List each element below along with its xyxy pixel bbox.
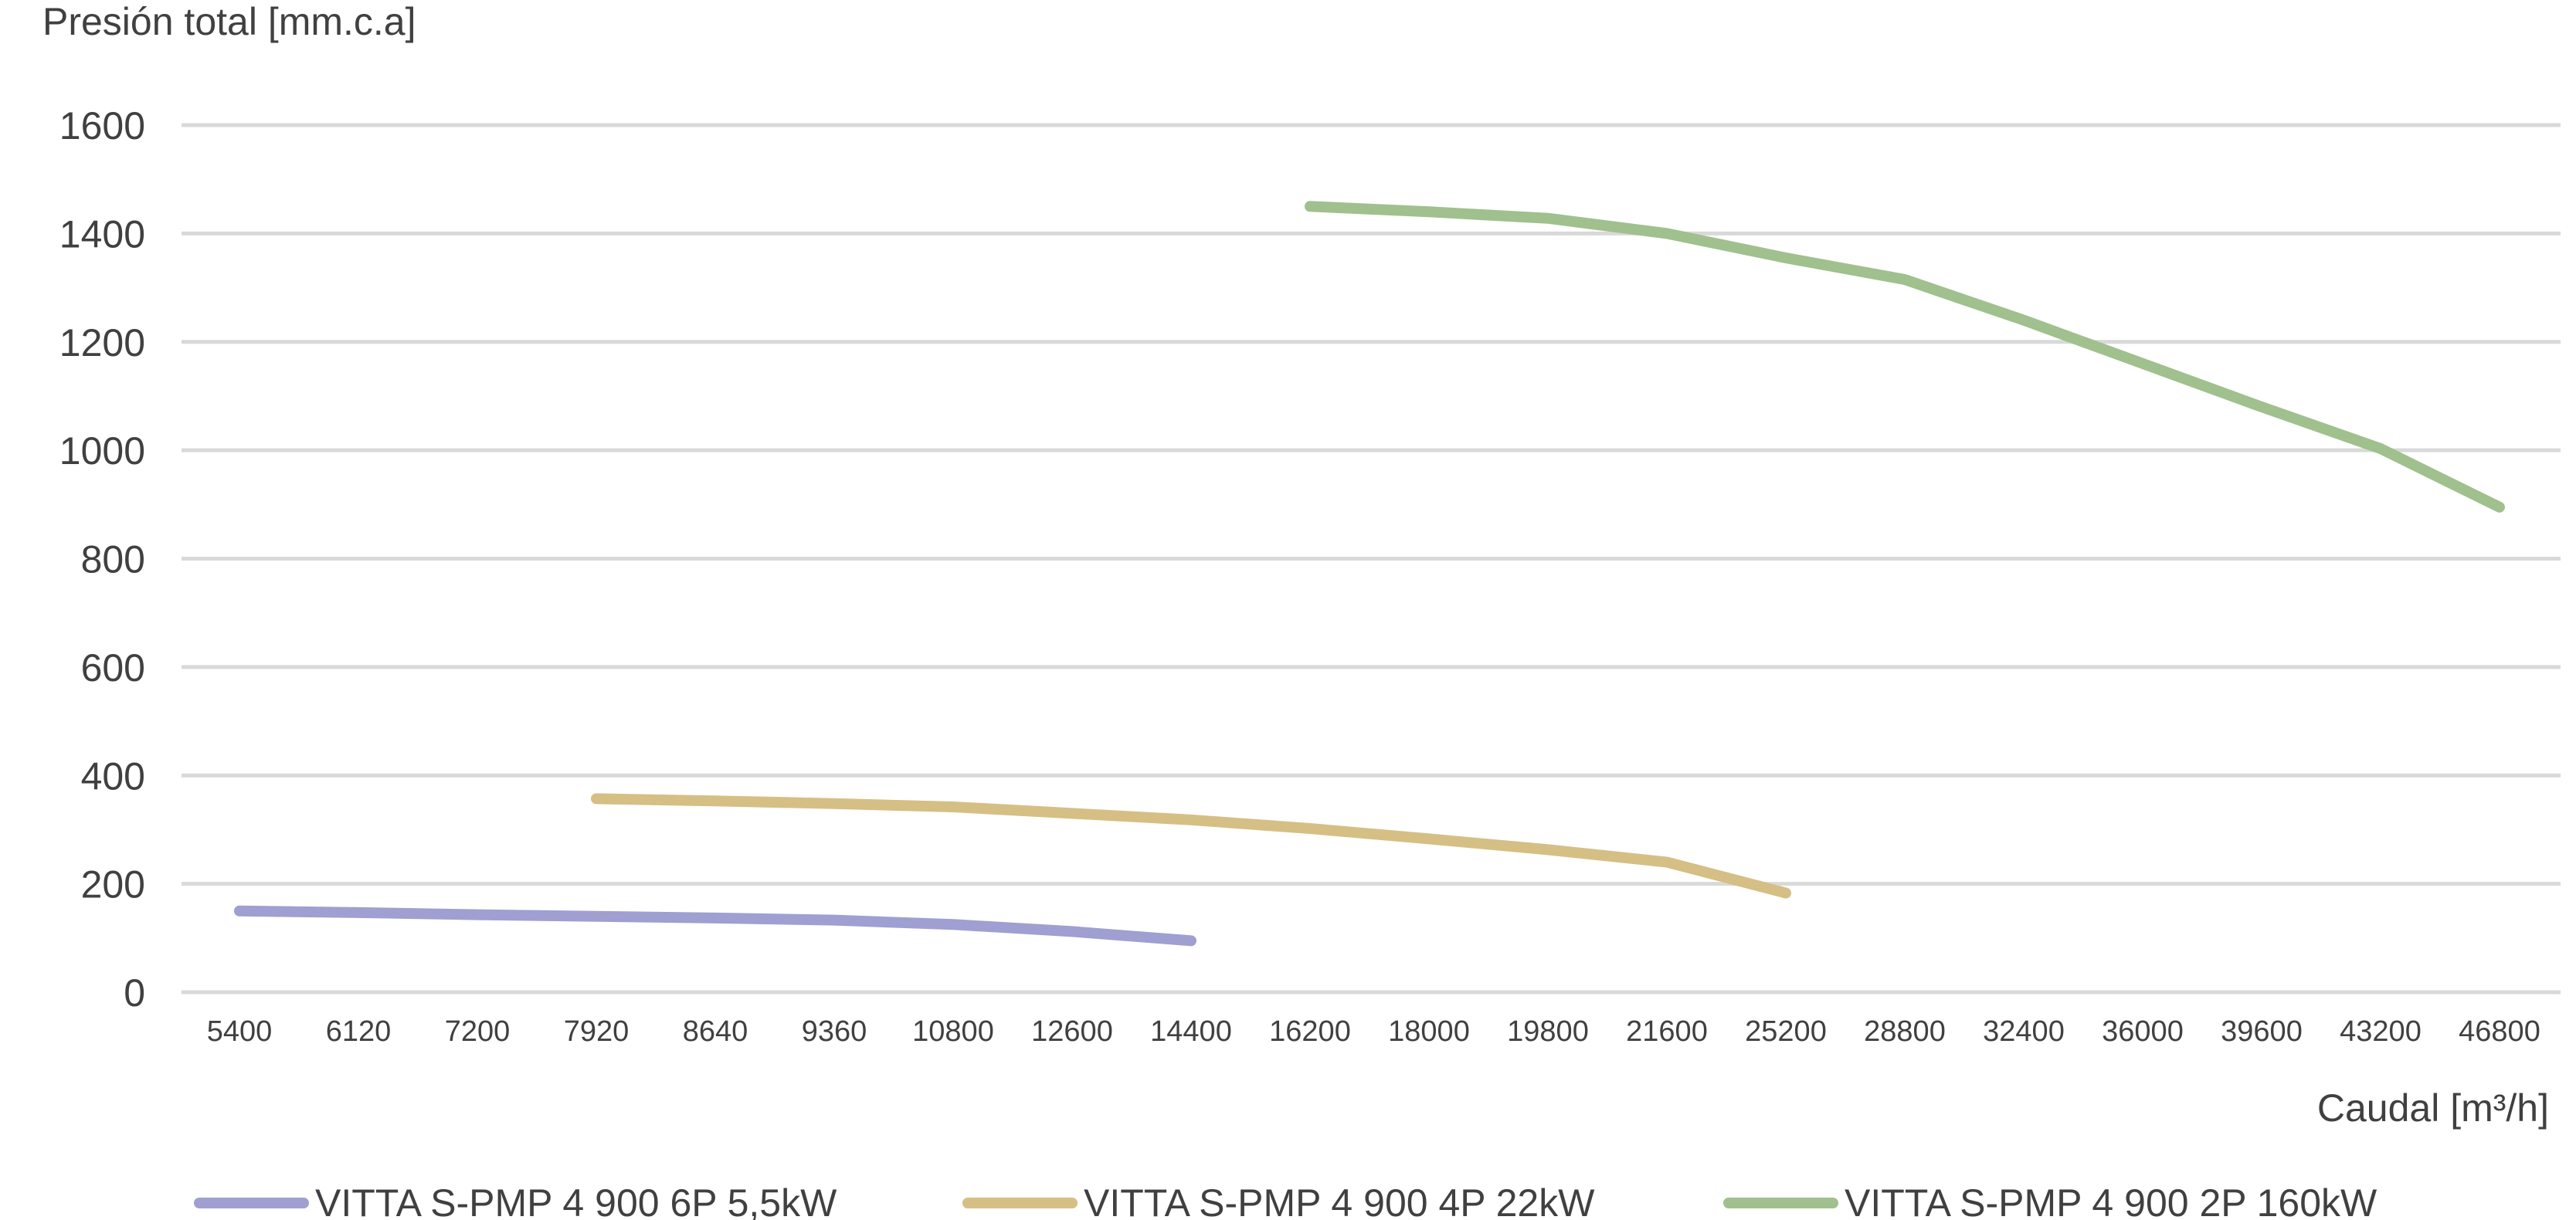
x-tick-label: 32400 (1983, 1015, 2065, 1048)
series-line-2 (591, 793, 1791, 899)
y-tick-label: 1000 (59, 429, 145, 473)
legend-label-3: VITTA S-PMP 4 900 2P 160kW (1845, 1181, 2377, 1220)
x-tick-label: 43200 (2340, 1015, 2422, 1048)
y-axis-title: Presión total [mm.c.a] (42, 0, 416, 43)
legend-label-2: VITTA S-PMP 4 900 4P 22kW (1084, 1181, 1595, 1220)
series-lines (234, 201, 2505, 947)
y-tick-label: 0 (124, 971, 145, 1015)
x-tick-label: 14400 (1150, 1015, 1232, 1048)
series-line-3 (1305, 201, 2505, 513)
y-tick-label: 1400 (59, 212, 145, 256)
gridlines (182, 123, 2561, 995)
x-tick-label: 7200 (445, 1015, 511, 1048)
x-axis-ticks: 5400 6120 7200 7920 8640 9360 10800 12600 14400 1… (207, 1015, 2540, 1048)
x-tick-label: 46800 (2459, 1015, 2540, 1048)
x-tick-label: 5400 (207, 1015, 273, 1048)
x-tick-label: 9360 (802, 1015, 867, 1048)
x-tick-label: 36000 (2102, 1015, 2184, 1048)
x-tick-label: 19800 (1507, 1015, 1589, 1048)
x-tick-label: 16200 (1269, 1015, 1351, 1048)
legend-label-1: VITTA S-PMP 4 900 6P 5,5kW (315, 1181, 837, 1220)
y-axis-ticks: 0 200 400 600 800 1000 1200 1400 1600 (59, 104, 145, 1015)
x-tick-label: 12600 (1031, 1015, 1113, 1048)
y-tick-label: 400 (81, 754, 145, 798)
x-tick-label: 39600 (2221, 1015, 2303, 1048)
y-tick-label: 800 (81, 538, 145, 581)
x-tick-label: 8640 (683, 1015, 748, 1048)
x-tick-label: 25200 (1745, 1015, 1827, 1048)
y-tick-label: 1600 (59, 104, 145, 147)
x-axis-title: Caudal [m³/h] (2317, 1086, 2549, 1130)
legend: VITTA S-PMP 4 900 6P 5,5kW VITTA S-PMP 4 … (194, 1181, 2377, 1220)
series-line-1 (234, 905, 1196, 947)
x-tick-label: 28800 (1864, 1015, 1946, 1048)
y-tick-label: 600 (81, 646, 145, 690)
x-tick-label: 6120 (326, 1015, 392, 1048)
x-tick-label: 21600 (1626, 1015, 1708, 1048)
y-tick-label: 1200 (59, 321, 145, 364)
x-tick-label: 10800 (912, 1015, 994, 1048)
x-tick-label: 7920 (564, 1015, 630, 1048)
y-tick-label: 200 (81, 863, 145, 907)
x-tick-label: 18000 (1388, 1015, 1470, 1048)
